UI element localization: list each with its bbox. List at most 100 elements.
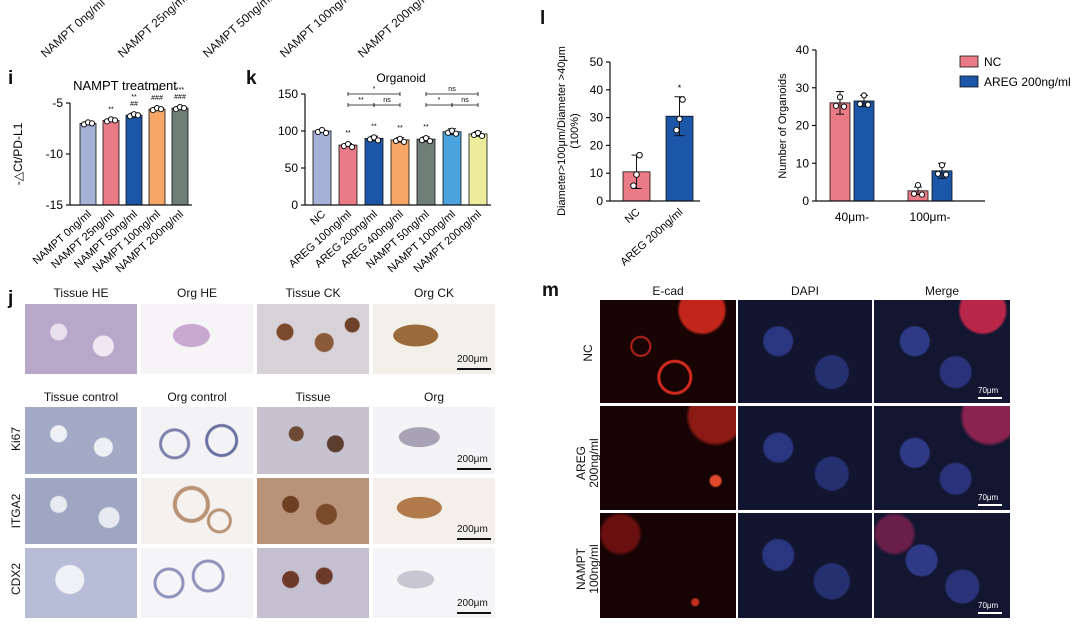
data-point (676, 115, 683, 123)
y-tick-label: 40 (590, 83, 604, 97)
data-point (860, 92, 868, 99)
y-axis-label: -△Ct/PD-L1 (11, 122, 25, 185)
bar (390, 139, 410, 206)
bar (442, 131, 462, 206)
y-axis-label: Diameter>100μm/Diameter >40μm (556, 46, 568, 216)
significance-label: ** (108, 106, 114, 113)
cdx2-tissue-image (257, 548, 369, 618)
y-tick-label: 30 (590, 111, 604, 125)
areg-ecad-image (600, 406, 736, 510)
scale-bar (457, 538, 491, 540)
data-point (840, 103, 848, 110)
j-row-label: Ki67 (9, 426, 23, 452)
data-point (832, 102, 840, 109)
data-point (180, 105, 188, 112)
significance-label: * (678, 83, 682, 93)
significance-label: ns (461, 97, 469, 104)
nc-dapi-image (738, 300, 872, 403)
significance-label: * (438, 97, 441, 104)
data-point (478, 132, 486, 140)
significance-label: ### (151, 95, 163, 102)
bar (312, 130, 332, 206)
data-point (934, 170, 942, 177)
ki67-org-control-image (141, 407, 253, 474)
org-he-image (141, 304, 253, 374)
data-point (396, 135, 404, 142)
y-tick-label: 100 (278, 124, 298, 138)
significance-label: ** (423, 124, 429, 131)
y-tick-label: 150 (278, 87, 298, 101)
data-point (910, 190, 918, 197)
y-tick-label: 20 (796, 119, 810, 133)
data-point (318, 126, 326, 134)
legend-swatch (959, 55, 979, 68)
data-point (400, 138, 408, 145)
x-tick-label: NC (623, 206, 643, 226)
scale-label: 70μm (978, 493, 999, 502)
data-point (856, 100, 864, 108)
legend-label: AREG 200ng/ml (984, 75, 1071, 89)
panel-label-m: m (542, 280, 559, 301)
m-header: E-cad (652, 284, 684, 298)
scale-label: 200μm (457, 454, 488, 465)
y-tick-label: 50 (285, 161, 299, 175)
legend-swatch (959, 75, 979, 88)
y-tick-label: 0 (291, 198, 298, 212)
chart-title: NAMPT treatment (73, 78, 177, 93)
scale-label: 200μm (457, 524, 488, 535)
scale-bar (978, 397, 1002, 399)
m-row-label-text: NAMPT 100ng/ml (574, 544, 601, 594)
j-header: Tissue HE (53, 286, 109, 300)
bar (171, 107, 189, 206)
significance-label: ns (383, 97, 391, 104)
data-point (630, 182, 637, 190)
significance-label: ns (448, 86, 456, 93)
areg-merge-image: 70μm (874, 406, 1010, 510)
bar (468, 133, 488, 206)
data-point (679, 96, 686, 103)
panel-label-l: l (540, 8, 546, 29)
j-header: Tissue control (43, 390, 119, 404)
significance-label: ** (397, 125, 403, 132)
data-point (88, 120, 96, 127)
y-tick-label: 0 (802, 194, 809, 208)
data-point (157, 106, 165, 113)
y-tick-label: 10 (590, 166, 604, 180)
j-header: Org control (167, 390, 227, 404)
j-header: Org (423, 390, 444, 404)
data-point (322, 129, 330, 137)
data-point (836, 94, 844, 101)
nc-merge-image: 70μm (874, 300, 1010, 403)
m-row-label: AREG 200ng/ml (574, 431, 601, 495)
data-point (452, 130, 460, 137)
data-point (864, 101, 872, 108)
y-tick-label: -10 (46, 147, 64, 161)
panel-label-j: j (8, 288, 14, 309)
j-header: Org CK (413, 286, 454, 300)
x-tick-label: 100μm- (910, 210, 951, 224)
itga2-tissue-image (257, 478, 369, 544)
scale-label: 70μm (978, 601, 999, 610)
panel-label-i: i (8, 68, 14, 89)
scale-bar (978, 612, 1002, 614)
j-header: Org HE (176, 286, 217, 300)
tissue-ck-image (257, 304, 369, 374)
nampt-ecad-image (600, 513, 736, 618)
y-tick-label: 50 (590, 55, 604, 69)
significance-label: *** (176, 87, 184, 94)
scale-bar (457, 368, 491, 370)
scale-label: 200μm (457, 598, 488, 609)
bar (79, 123, 97, 206)
bar (853, 100, 875, 202)
data-point (918, 191, 926, 198)
data-point (370, 134, 378, 141)
scale-label: 200μm (457, 354, 488, 365)
data-point (673, 126, 680, 134)
data-point (134, 112, 142, 119)
bar (102, 119, 120, 206)
chart-title: Organoid (376, 71, 425, 85)
m-row-label-text: AREG 200ng/ml (574, 438, 601, 488)
nampt-dapi-image (738, 513, 872, 618)
scale-label: 70μm (978, 386, 999, 395)
m-header: DAPI (790, 284, 819, 298)
